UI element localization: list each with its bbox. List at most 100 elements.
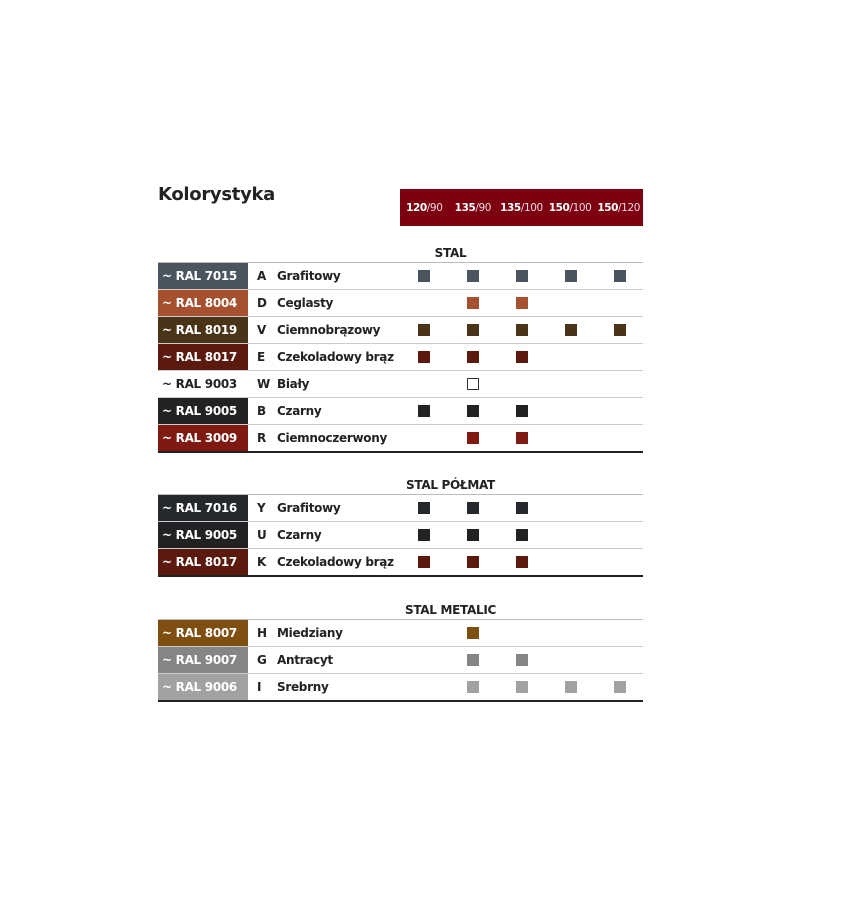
dimension-header: 120/90 135/90 135/100 150/100 150/120 [400,189,643,226]
column-size-secondary: /120 [618,201,641,214]
column-header: 135/90 [449,202,498,214]
color-code: W [257,377,271,391]
color-name: Ciemnobrązowy [277,323,381,337]
color-name: Czekoladowy brąz [277,350,394,364]
color-table: ~ RAL 7015 A Grafitowy ~ RAL 8004 D Ceglasty ~… [158,262,643,453]
ral-label: ~ RAL 3009 [158,425,248,451]
color-code: K [257,555,267,569]
column-header: 120/90 [400,202,449,214]
ral-label: ~ RAL 8017 [158,549,248,575]
availability-swatch [516,270,528,282]
availability-swatch [418,529,430,541]
ral-label: ~ RAL 9005 [158,398,248,424]
color-code: A [257,269,267,283]
color-name: Grafitowy [277,501,341,515]
column-header: 150/100 [546,202,595,214]
availability-swatch [418,405,430,417]
section-title: STAL [434,246,467,260]
availability-swatch [418,502,430,514]
column-size-bold: 120 [406,201,427,214]
color-code: Y [257,501,266,515]
color-name: Antracyt [277,653,333,667]
availability-swatch [467,502,479,514]
ral-label: ~ RAL 8007 [158,620,248,646]
column-size-bold: 135 [500,201,521,214]
availability-swatch [565,270,577,282]
availability-swatch [516,502,528,514]
availability-swatch [418,324,430,336]
color-name: Grafitowy [277,269,341,283]
availability-swatch [516,529,528,541]
color-section: STAL PÓŁMAT ~ RAL 7016 Y Grafitowy ~ RAL 900… [158,478,643,577]
color-name: Czarny [277,404,322,418]
ral-label: ~ RAL 9007 [158,647,248,673]
availability-swatch [614,270,626,282]
table-row: ~ RAL 9006 I Srebrny [158,674,643,700]
availability-swatch [516,324,528,336]
section-title: STAL METALIC [404,603,496,617]
availability-swatch [467,405,479,417]
availability-swatch [467,297,479,309]
availability-swatch [467,432,479,444]
availability-swatch [418,270,430,282]
color-section: STAL METALIC ~ RAL 8007 H Miedziany ~ RAL 90… [158,603,643,702]
availability-swatch [516,681,528,693]
availability-swatch [516,556,528,568]
color-name: Czarny [277,528,322,542]
page-title: Kolorystyka [158,184,276,205]
table-row: ~ RAL 8019 V Ciemnobrązowy [158,317,643,344]
ral-label: ~ RAL 9003 [158,371,248,397]
color-code: H [257,626,268,640]
ral-label: ~ RAL 9006 [158,674,248,700]
table-row: ~ RAL 7016 Y Grafitowy [158,495,643,522]
availability-swatch [516,351,528,363]
section-title: STAL PÓŁMAT [406,478,495,492]
color-name: Ceglasty [277,296,334,310]
table-row: ~ RAL 9005 B Czarny [158,398,643,425]
availability-swatch [614,681,626,693]
color-code: I [257,680,262,694]
color-code: D [257,296,267,310]
color-name: Srebrny [277,680,329,694]
table-row: ~ RAL 8007 H Miedziany [158,620,643,647]
table-row: ~ RAL 3009 R Ciemnoczerwony [158,425,643,451]
color-name: Czekoladowy brąz [277,555,394,569]
availability-swatch [467,378,479,390]
column-header: 150/120 [594,202,643,214]
table-row: ~ RAL 9007 G Antracyt [158,647,643,674]
ral-label: ~ RAL 8017 [158,344,248,370]
column-size-secondary: /90 [475,201,492,214]
table-row: ~ RAL 8017 K Czekoladowy brąz [158,549,643,575]
column-size-bold: 150 [548,201,570,214]
color-name: Miedziany [277,626,343,640]
ral-label: ~ RAL 8004 [158,290,248,316]
color-code: R [257,431,267,445]
availability-swatch [467,270,479,282]
column-size-secondary: /100 [569,201,592,214]
availability-swatch [565,681,577,693]
color-table: ~ RAL 7016 Y Grafitowy ~ RAL 9005 U Czarny ~ R… [158,494,643,577]
table-row: ~ RAL 9003 W Biały [158,371,643,398]
color-code: E [257,350,266,364]
color-code: U [257,528,267,542]
availability-swatch [467,351,479,363]
availability-swatch [467,324,479,336]
color-name: Biały [277,377,310,391]
ral-label: ~ RAL 9005 [158,522,248,548]
availability-swatch [418,351,430,363]
table-row: ~ RAL 8017 E Czekoladowy brąz [158,344,643,371]
availability-swatch [516,297,528,309]
availability-swatch [516,654,528,666]
availability-swatch [516,432,528,444]
availability-swatch [418,556,430,568]
availability-swatch [467,529,479,541]
column-size-bold: 135 [454,201,476,214]
color-code: B [257,404,267,418]
color-table: ~ RAL 8007 H Miedziany ~ RAL 9007 G Antracyt ~… [158,619,643,702]
column-size-secondary: /100 [520,201,543,214]
table-row: ~ RAL 9005 U Czarny [158,522,643,549]
availability-swatch [467,654,479,666]
color-name: Ciemnoczerwony [277,431,387,445]
column-header: 135/100 [497,202,546,214]
